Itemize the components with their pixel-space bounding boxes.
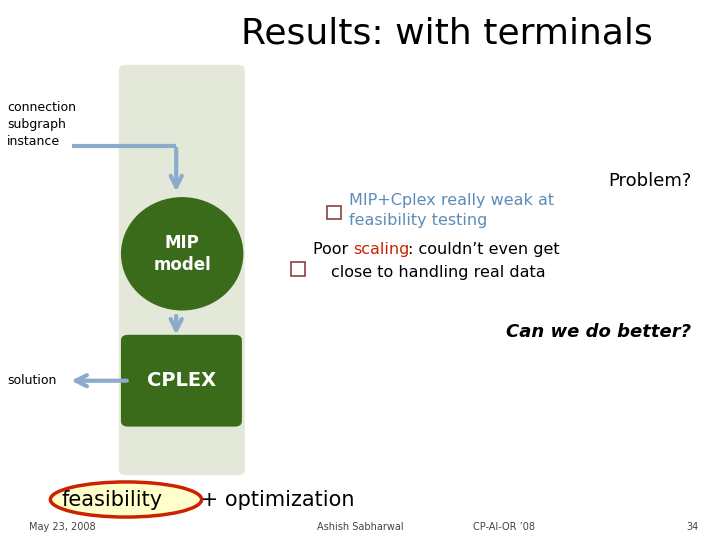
Text: + optimization: + optimization <box>194 489 355 510</box>
Text: May 23, 2008: May 23, 2008 <box>29 522 96 532</box>
Text: Results: with terminals: Results: with terminals <box>240 16 652 50</box>
Ellipse shape <box>121 197 243 310</box>
Text: feasibility: feasibility <box>61 489 162 510</box>
FancyBboxPatch shape <box>121 335 242 427</box>
Text: Ashish Sabharwal: Ashish Sabharwal <box>317 522 403 532</box>
FancyBboxPatch shape <box>291 262 305 276</box>
Text: scaling: scaling <box>354 242 410 257</box>
FancyBboxPatch shape <box>119 65 245 475</box>
FancyBboxPatch shape <box>327 206 341 219</box>
Text: MIP
model: MIP model <box>153 234 211 274</box>
Text: : couldn’t even get: : couldn’t even get <box>408 242 559 257</box>
Text: Poor: Poor <box>313 242 354 257</box>
Text: solution: solution <box>7 374 57 387</box>
Text: MIP+Cplex really weak at
feasibility testing: MIP+Cplex really weak at feasibility tes… <box>349 193 554 228</box>
Text: Problem?: Problem? <box>608 172 691 190</box>
Text: CPLEX: CPLEX <box>147 371 216 390</box>
Text: connection
subgraph
instance: connection subgraph instance <box>7 100 76 148</box>
Text: 34: 34 <box>686 522 698 532</box>
Text: Can we do better?: Can we do better? <box>506 323 691 341</box>
Text: CP-AI-OR ’08: CP-AI-OR ’08 <box>473 522 535 532</box>
Ellipse shape <box>50 482 202 517</box>
Text: close to handling real data: close to handling real data <box>331 265 546 280</box>
